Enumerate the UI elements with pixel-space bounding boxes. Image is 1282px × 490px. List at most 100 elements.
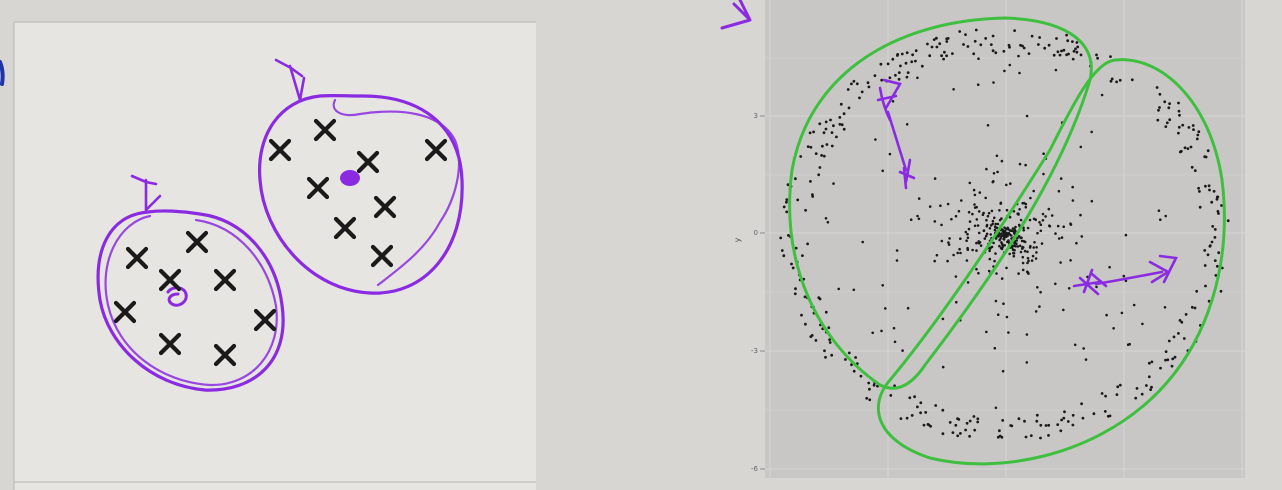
scatter-point xyxy=(1164,350,1168,353)
ytick-label-neg6: -6 xyxy=(751,465,759,473)
scatter-point xyxy=(787,234,790,237)
scatter-point xyxy=(975,241,978,245)
scatter-point xyxy=(914,49,918,53)
scatter-point xyxy=(948,421,952,424)
blue-ink-mark xyxy=(0,60,5,86)
scatter-point xyxy=(814,339,818,342)
scatter-point xyxy=(1026,250,1029,254)
scatter-point xyxy=(822,131,826,135)
scatter-point xyxy=(817,173,821,177)
scatter-point xyxy=(935,45,939,49)
scatter-point xyxy=(958,247,961,251)
scatter-point xyxy=(1057,189,1061,193)
scatter-point xyxy=(1033,241,1036,244)
scatter-point xyxy=(1095,285,1098,289)
scatter-point xyxy=(1071,423,1075,427)
scatter-point xyxy=(1075,241,1078,245)
scatter-point xyxy=(818,166,822,169)
scatter-point xyxy=(782,205,786,209)
scatter-point xyxy=(993,216,996,220)
scatter-point xyxy=(1024,205,1028,209)
scatter-point xyxy=(996,313,1000,317)
scatter-point xyxy=(899,64,902,68)
scatter-point xyxy=(1054,282,1057,286)
scatter-point xyxy=(955,300,958,304)
cluster-right-centroid-dot xyxy=(340,170,360,186)
scatter-point xyxy=(994,226,997,229)
scatter-point xyxy=(827,326,831,330)
scatter-point xyxy=(1029,434,1033,437)
scatter-point xyxy=(977,57,980,60)
scatter-point xyxy=(901,349,904,352)
scatter-point xyxy=(1096,56,1099,60)
scatter-point xyxy=(809,180,812,183)
scatter-point xyxy=(976,417,980,421)
scatter-point xyxy=(838,122,842,126)
scatter-point xyxy=(1018,71,1021,75)
scatter-point xyxy=(838,116,842,119)
scatter-point xyxy=(996,222,1000,226)
scatter-point xyxy=(977,210,981,213)
scatter-point xyxy=(968,220,972,223)
scatter-point xyxy=(1008,63,1012,67)
scatter-point xyxy=(881,284,884,287)
scatter-point xyxy=(1208,188,1211,192)
scatter-point xyxy=(941,365,945,369)
scatter-point xyxy=(1179,149,1183,153)
scatter-point xyxy=(994,299,998,303)
scatter-point xyxy=(1000,277,1004,280)
scatter-point xyxy=(796,198,800,202)
scatter-point xyxy=(976,83,980,86)
scatter-point xyxy=(868,398,872,402)
scatter-point xyxy=(1167,106,1171,110)
scatter-point xyxy=(1213,259,1217,262)
cluster-right-outline xyxy=(257,93,464,295)
scatter-point xyxy=(991,49,995,53)
ytick-label-0: 0 xyxy=(754,229,758,237)
scatter-point xyxy=(1217,251,1221,255)
scatter-point xyxy=(1007,331,1010,334)
scatter-point xyxy=(991,219,995,223)
scatter-point xyxy=(867,381,871,385)
scatter-point xyxy=(1180,320,1184,324)
scatter-point xyxy=(1122,274,1126,278)
scatter-point xyxy=(842,127,846,131)
scatter-point xyxy=(1017,54,1020,58)
scatter-point xyxy=(1204,155,1208,159)
scatter-point xyxy=(905,51,909,55)
scatter-point xyxy=(1163,100,1167,104)
purple-arrow-top xyxy=(720,0,752,30)
scatter-point xyxy=(1035,246,1038,249)
scatter-point xyxy=(1177,332,1180,335)
scatter-point xyxy=(1141,322,1144,326)
purple-arrow-left-cluster xyxy=(876,78,916,190)
scatter-point xyxy=(1002,302,1005,306)
scatter-point xyxy=(1000,435,1004,439)
scatter-point xyxy=(1020,239,1024,243)
scatter-point xyxy=(946,259,949,263)
scatter-point xyxy=(1157,209,1161,212)
scatter-point xyxy=(1211,225,1215,228)
x-marker xyxy=(158,332,182,356)
scatter-point xyxy=(1047,43,1051,47)
scatter-point xyxy=(957,209,961,213)
scatter-point xyxy=(806,242,809,246)
scatter-point xyxy=(1158,106,1161,109)
scatter-point xyxy=(1206,253,1210,257)
scatter-point xyxy=(1031,254,1035,258)
scatter-point xyxy=(935,36,938,40)
scatter-point xyxy=(998,209,1001,212)
scatter-point xyxy=(1171,357,1175,361)
scatter-point xyxy=(954,214,958,218)
scatter-point xyxy=(820,154,823,157)
scatter-point xyxy=(880,78,884,82)
scatter-point xyxy=(1165,121,1169,125)
scatter-point xyxy=(916,214,919,218)
scatter-point xyxy=(1000,159,1004,163)
scatter-point xyxy=(1075,50,1079,54)
scatter-point xyxy=(1210,240,1214,244)
scatter-point xyxy=(1203,249,1207,252)
scatter-point xyxy=(811,195,815,198)
scatter-point xyxy=(900,52,904,56)
scatter-point xyxy=(1092,412,1096,416)
